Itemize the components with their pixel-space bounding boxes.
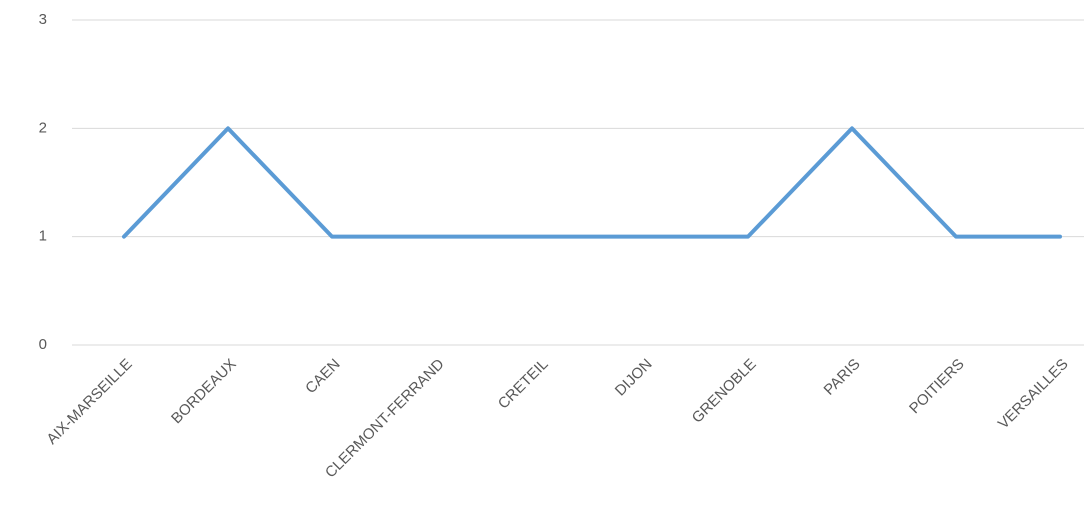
x-tick-label: POITIERS [906, 356, 968, 418]
x-tick-label: GRENOBLE [689, 356, 760, 427]
x-tick-label: CLERMONT-FERRAND [322, 355, 448, 481]
x-tick-label: VERSAILLES [995, 356, 1072, 433]
y-tick-label: 1 [39, 228, 47, 245]
data-line [122, 126, 1062, 239]
y-tick-label: 3 [39, 11, 47, 28]
y-tick-label: 0 [39, 336, 47, 353]
x-tick-label: CAEN [302, 356, 343, 397]
x-tick-label: PARIS [821, 356, 864, 399]
y-tick-label: 2 [39, 119, 47, 136]
x-tick-label: AIX-MARSEILLE [43, 356, 135, 448]
x-tick-label: DIJON [612, 356, 656, 400]
x-tick-label: BORDEAUX [168, 356, 240, 428]
x-tick-label: CRETEIL [495, 356, 552, 413]
